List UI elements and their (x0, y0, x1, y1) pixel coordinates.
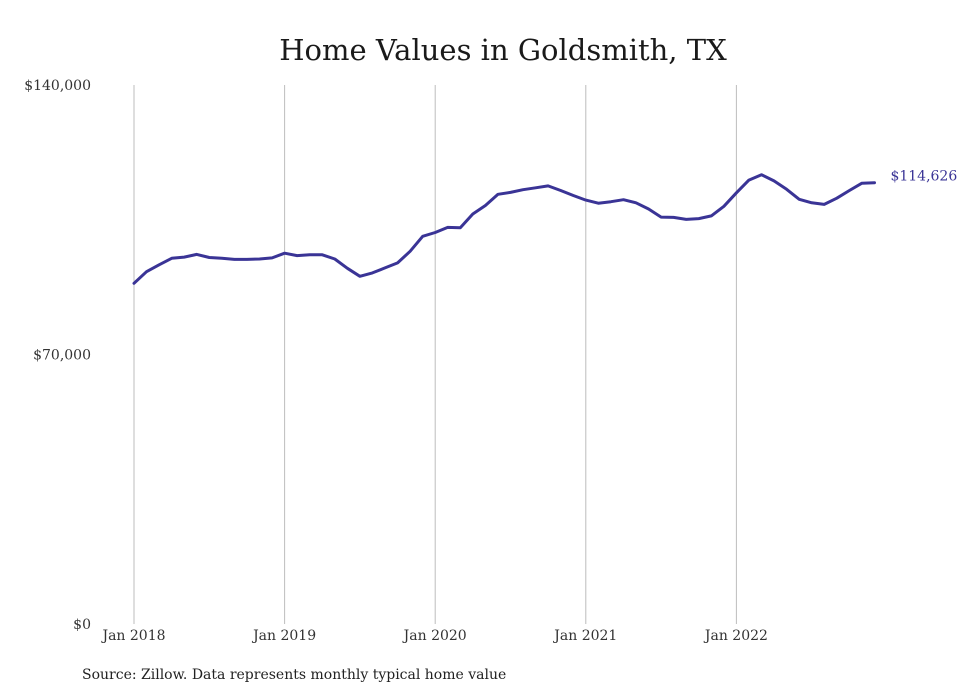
y-tick-label: $140,000 (24, 78, 91, 94)
latest-value-label: $114,626 (890, 169, 957, 185)
y-axis-tick-labels: $0 $70,000 $140,000 (24, 78, 91, 633)
x-tick-label: Jan 2022 (703, 628, 768, 644)
source-note: Source: Zillow. Data represents monthly … (82, 667, 507, 683)
x-tick-label: Jan 2019 (251, 628, 316, 644)
y-tick-label: $70,000 (33, 348, 91, 364)
y-tick-label: $0 (73, 617, 91, 633)
home-value-line (132, 173, 876, 285)
home-values-chart: Home Values in Goldsmith, TX $0 $70,000 $1… (24, 33, 957, 644)
x-tick-label: Jan 2021 (552, 628, 617, 644)
chart-title: Home Values in Goldsmith, TX (279, 33, 727, 67)
x-axis-tick-labels: Jan 2018 Jan 2019 Jan 2020 Jan 2021 Jan 2022 (100, 628, 767, 644)
gridlines (133, 85, 737, 624)
x-tick-label: Jan 2018 (100, 628, 165, 644)
x-tick-label: Jan 2020 (402, 628, 467, 644)
